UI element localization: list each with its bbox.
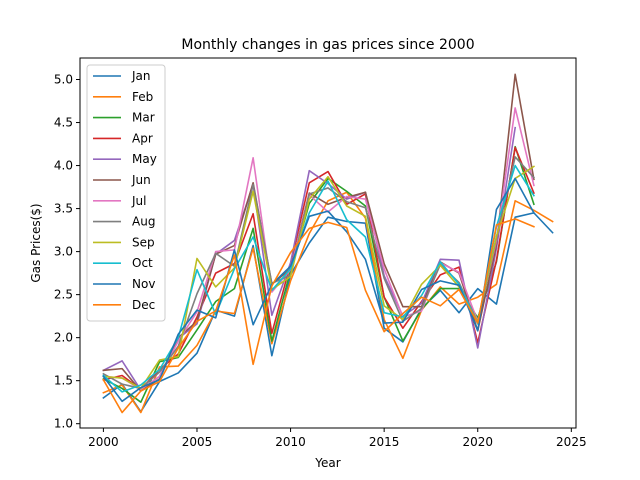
x-tick-label: 2015 (369, 435, 400, 449)
y-tick-label: 4.0 (54, 159, 73, 173)
y-axis-label: Gas Prices($) (29, 203, 43, 282)
x-tick-label: 2005 (182, 435, 213, 449)
y-axis-ticks: 1.0 1.5 2.0 2.5 3.0 3.5 4.0 4.5 5.0 (54, 73, 80, 431)
legend-label-jun: Jun (131, 173, 151, 187)
x-tick-label: 2025 (556, 435, 587, 449)
x-tick-label: 2000 (88, 435, 119, 449)
legend-label-feb: Feb (132, 90, 153, 104)
legend: Jan Feb Mar Apr May Jun Jul Aug Sep Oct Nov Dec (86, 64, 166, 322)
series-line-dec (102, 218, 535, 414)
y-tick-label: 2.5 (54, 288, 73, 302)
legend-label-mar: Mar (132, 111, 155, 125)
legend-items: Jan Feb Mar Apr May Jun Jul Aug Sep Oct Nov Dec (93, 69, 157, 312)
legend-label-apr: Apr (132, 131, 153, 145)
legend-label-nov: Nov (132, 277, 155, 291)
x-axis-ticks: 2000 2005 2010 2015 2020 2025 (88, 428, 587, 449)
series-line-nov (102, 177, 535, 403)
y-tick-label: 3.5 (54, 202, 73, 216)
y-tick-label: 1.5 (54, 374, 73, 388)
legend-label-may: May (132, 152, 157, 166)
series-line-jan (102, 212, 554, 413)
x-tick-label: 2020 (462, 435, 493, 449)
legend-frame (86, 64, 166, 322)
x-tick-label: 2010 (275, 435, 306, 449)
series-line-jul (102, 107, 535, 391)
series-line-feb (102, 191, 554, 414)
y-tick-label: 3.0 (54, 245, 73, 259)
legend-label-aug: Aug (132, 215, 155, 229)
y-tick-label: 4.5 (54, 116, 73, 130)
legend-label-jan: Jan (131, 69, 151, 83)
legend-label-dec: Dec (132, 298, 155, 312)
y-tick-label: 2.0 (54, 331, 73, 345)
x-axis-label: Year (314, 456, 340, 470)
series-layer (102, 73, 554, 414)
y-tick-label: 1.0 (54, 417, 73, 431)
legend-label-jul: Jul (131, 194, 146, 208)
chart-title: Monthly changes in gas prices since 2000 (181, 37, 474, 53)
y-tick-label: 5.0 (54, 73, 73, 87)
plot-frame (79, 57, 577, 429)
legend-label-oct: Oct (132, 256, 153, 270)
legend-label-sep: Sep (132, 235, 155, 249)
